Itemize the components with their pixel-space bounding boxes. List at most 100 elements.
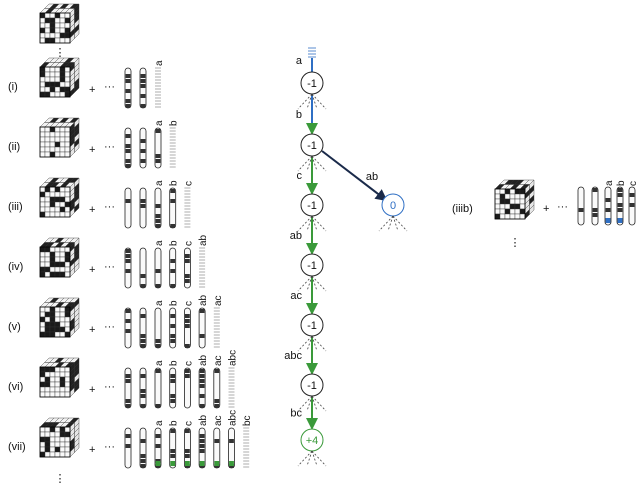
strand-seg	[140, 454, 146, 458]
cube-front-cell	[49, 191, 56, 198]
cube-front-cell	[59, 441, 66, 448]
cube-front-cell	[39, 451, 46, 458]
cube-front-cell	[59, 246, 66, 253]
cube-outline	[39, 186, 71, 218]
row-label: (v)	[8, 321, 21, 333]
fanout-line	[297, 155, 313, 172]
cube-front-cell	[64, 136, 71, 143]
cube-front-cell	[39, 22, 46, 29]
cube-front-cell	[44, 451, 51, 458]
strand-seg	[170, 199, 176, 203]
cube-front-cell	[64, 306, 71, 313]
strand-seg	[170, 339, 176, 343]
fanout-line	[311, 335, 327, 352]
cube-front-cell	[59, 366, 66, 373]
fanout-line	[297, 395, 313, 412]
strand-tip	[229, 461, 234, 466]
strand-label: abc	[228, 350, 239, 366]
cube-front-cell	[499, 208, 506, 215]
strand-tip	[605, 218, 611, 223]
strand-seg	[125, 144, 131, 148]
strand-seg	[629, 193, 635, 197]
cube-front-cell	[44, 91, 51, 98]
strand-seg	[592, 208, 598, 212]
vdots: ⋮	[55, 47, 66, 59]
strand-seg	[140, 344, 146, 348]
cube-front-cell	[49, 391, 56, 398]
row-label: (vii)	[8, 441, 26, 453]
strand-seg	[140, 94, 146, 98]
vdots: ⋮	[55, 473, 66, 484]
branch-node: 0	[378, 193, 408, 232]
strand-tip	[214, 461, 220, 466]
cube-side-cell	[74, 142, 80, 153]
strand-seg	[214, 369, 220, 373]
strand-seg	[125, 149, 131, 153]
strand-seg	[125, 199, 131, 203]
cube-front-cell	[494, 193, 501, 200]
fanout-line	[297, 275, 313, 292]
strand-seg	[140, 139, 146, 143]
node-value: -1	[307, 380, 317, 392]
strand-seg	[140, 74, 146, 78]
strand-label: a	[154, 180, 165, 186]
row-label: (i)	[8, 81, 18, 93]
ellipsis: ···	[104, 201, 115, 213]
node-value: +4	[306, 435, 319, 447]
cube-front-cell	[39, 91, 46, 98]
cube-front-cell	[49, 251, 56, 258]
cube-front-cell	[494, 198, 501, 205]
cube-front-cell	[64, 426, 71, 433]
strand	[183, 367, 191, 409]
strand-body	[591, 186, 599, 226]
cube-front-cell	[54, 206, 61, 213]
strand-seg	[170, 394, 176, 398]
strand	[198, 307, 206, 349]
strand-label: b	[169, 360, 180, 366]
node-value: -1	[307, 320, 317, 332]
cube-front-cell	[49, 376, 56, 383]
cube-front-cell	[49, 131, 56, 138]
row-5: (v) + ···a b c ab ac	[8, 294, 224, 349]
strand-seg	[125, 74, 131, 78]
edge-label: abc	[284, 350, 302, 362]
cube-front-cell	[514, 188, 521, 195]
cube-front-cell	[59, 306, 66, 313]
strand-seg	[155, 269, 161, 273]
cube-front-cell	[54, 186, 61, 193]
strand-label: a	[154, 420, 165, 426]
strand-label: b	[169, 180, 180, 186]
strand-seg	[140, 339, 146, 343]
cube-front-cell	[504, 208, 511, 215]
strand-seg	[199, 309, 205, 313]
edge-label: ab	[290, 230, 302, 242]
strand	[124, 187, 132, 229]
cube-front-cell	[54, 141, 61, 148]
strand	[213, 427, 221, 469]
cube-front-cell	[39, 306, 46, 313]
cube-front-cell	[39, 446, 46, 453]
strand-seg	[185, 319, 190, 323]
plus-icon: +	[89, 264, 95, 276]
cube-front-cell	[39, 126, 46, 133]
cube-front-cell	[44, 22, 51, 29]
strand-label: b	[169, 420, 180, 426]
cube-front-cell	[49, 76, 56, 83]
cube-front-cell	[64, 206, 71, 213]
cube-front-cell	[64, 316, 71, 323]
strand-seg	[125, 259, 131, 263]
strand-seg	[185, 324, 190, 328]
cube-front-cell	[49, 316, 56, 323]
cube-front-cell	[44, 211, 51, 218]
fanout-line	[311, 93, 327, 110]
node-value: 0	[390, 200, 396, 212]
strand-seg	[140, 204, 146, 208]
cube-front-cell	[44, 306, 51, 313]
fanout-line	[306, 395, 313, 412]
cube-front-cell	[54, 211, 61, 218]
cube-front-cell	[494, 213, 501, 220]
strand-seg	[125, 159, 131, 163]
cube-front-cell	[54, 32, 61, 39]
cube-front-cell	[54, 326, 61, 333]
cube-outline	[39, 246, 71, 278]
